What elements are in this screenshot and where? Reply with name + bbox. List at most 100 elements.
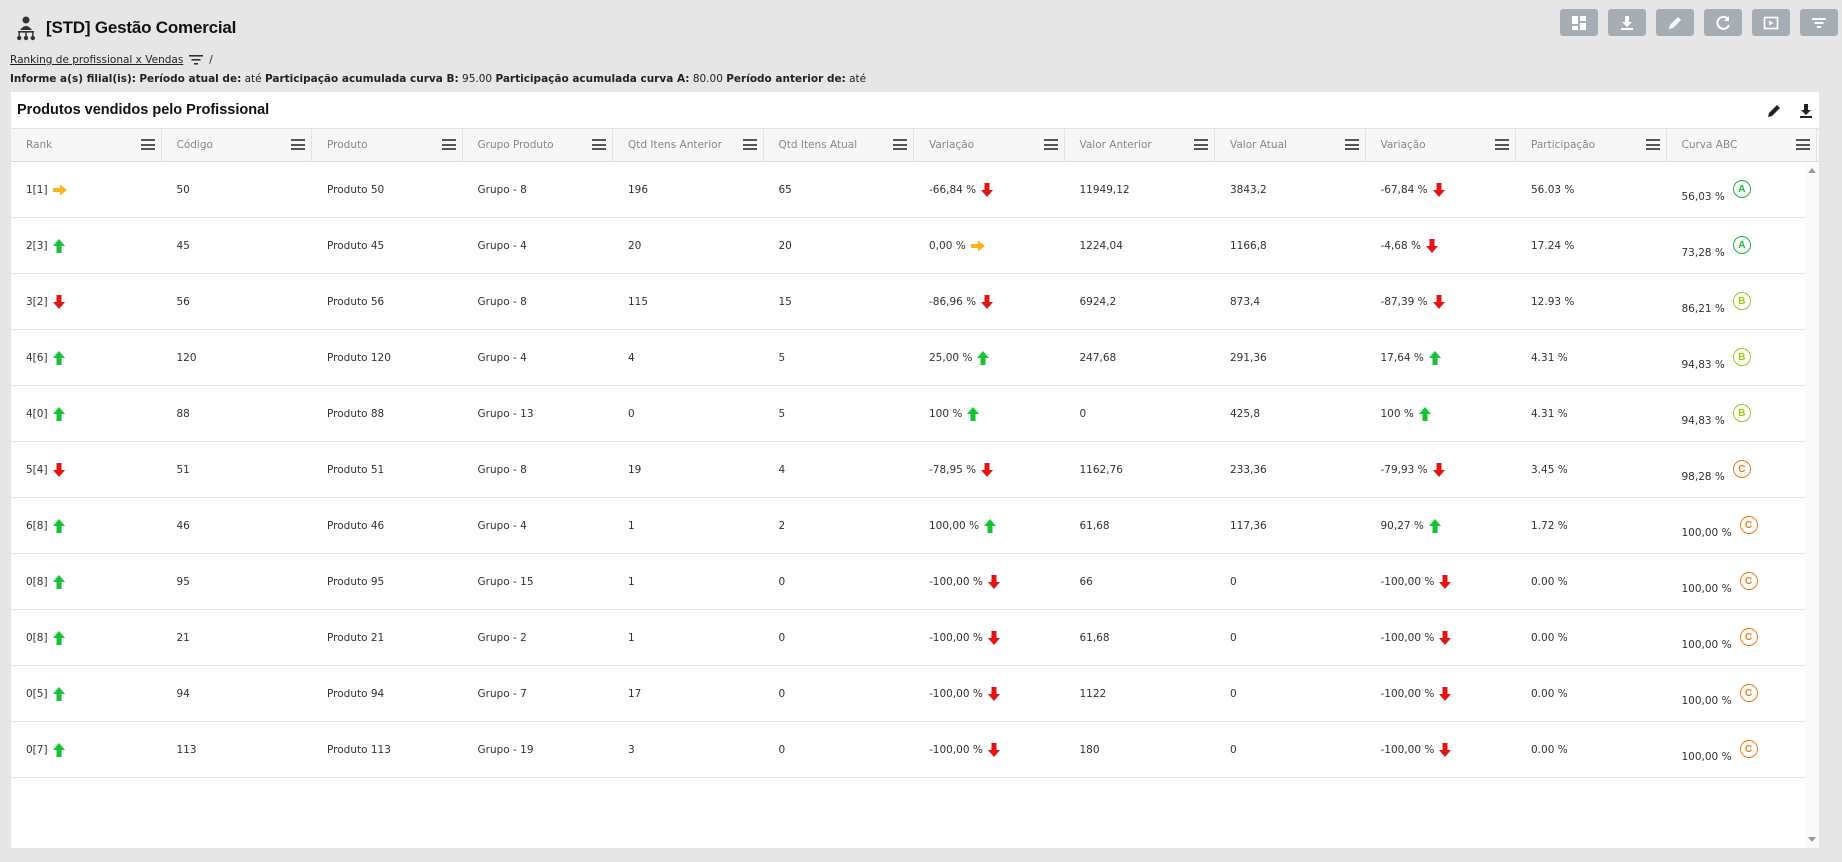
column-header[interactable]: Código [162,129,312,161]
value-current-value: 0 [1230,687,1237,700]
table-row[interactable]: 0[7] 113 Produto 113 Grupo - 19 3 0 -100,00 % 1… [11,722,1819,778]
product-cell: Produto 120 [312,330,463,385]
value-current-cell: 0 [1215,610,1366,665]
value-previous-cell: 61,68 [1065,610,1216,665]
vertical-scrollbar[interactable] [1805,162,1819,848]
qty-previous-value: 19 [628,463,642,476]
rank-cell: 0[8] [11,610,162,665]
qty-current-value: 15 [778,295,792,308]
group-value: Grupo - 7 [477,687,527,700]
column-menu-icon[interactable] [1344,139,1359,151]
table-row[interactable]: 4[6] 120 Produto 120 Grupo - 4 4 5 25,00 % 247,… [11,330,1819,386]
edit-button[interactable] [1656,9,1694,36]
table-row[interactable]: 0[8] 21 Produto 21 Grupo - 2 1 0 -100,00 % 61,6… [11,610,1819,666]
table-row[interactable]: 1[1] 50 Produto 50 Grupo - 8 196 65 -66,84 % 11… [11,162,1819,218]
column-menu-icon[interactable] [893,139,907,151]
group-value: Grupo - 4 [477,519,527,532]
scroll-down-icon[interactable] [1808,837,1816,842]
column-menu-icon[interactable] [140,139,155,151]
code-value: 120 [176,351,197,364]
abc-curve-cell: 100,00 % C [1667,666,1818,721]
qty-variation-value: -66,84 % [929,183,977,196]
column-menu-icon[interactable] [441,139,456,151]
column-header[interactable]: Valor Anterior [1065,129,1215,161]
qty-current-cell: 0 [764,722,915,777]
value-previous-value: 247,68 [1079,351,1117,364]
qty-previous-cell: 17 [613,666,764,721]
column-header[interactable]: Variação [914,129,1065,161]
dashboard-layout-button[interactable] [1560,9,1598,36]
group-value: Grupo - 2 [477,631,527,644]
filter-button[interactable] [1800,9,1838,36]
qty-current-value: 2 [778,519,786,532]
qty-previous-cell: 115 [613,274,764,329]
product-cell: Produto 95 [312,554,463,609]
arrow-down-icon [981,182,994,197]
value-previous-cell: 1162,76 [1065,442,1216,497]
abc-curve-badge: A [1732,236,1751,254]
column-header[interactable]: Curva ABC [1667,129,1817,161]
column-header[interactable]: Grupo Produto [463,129,613,161]
product-cell: Produto 113 [312,722,463,777]
abc-curve-cell: 100,00 % C [1667,554,1818,609]
pencil-icon [1669,16,1681,29]
qty-current-value: 65 [778,183,792,196]
value-variation-cell: -100,00 % [1366,722,1517,777]
arrow-right-icon [970,240,985,251]
column-header[interactable]: Qtd Itens Anterior [613,129,764,161]
column-menu-icon[interactable] [1796,139,1810,151]
filter-icon[interactable] [187,53,205,67]
column-header[interactable]: Variação [1366,129,1516,161]
qty-previous-value: 1 [628,631,635,644]
products-grid: Rank Código Produto Grupo Produto Qtd Itens … [11,128,1819,778]
column-menu-icon[interactable] [1194,139,1208,151]
column-header[interactable]: Participação [1516,129,1667,161]
column-menu-icon[interactable] [592,139,606,151]
group-value: Grupo - 8 [477,183,527,196]
column-menu-icon[interactable] [742,139,757,151]
share-cell: 12.93 % [1516,274,1667,329]
arrow-down-icon [981,462,994,477]
column-menu-icon[interactable] [1043,139,1058,151]
refresh-button[interactable] [1704,9,1742,36]
column-menu-icon[interactable] [1495,139,1509,151]
column-header[interactable]: Produto [312,129,463,161]
scroll-up-icon[interactable] [1808,168,1816,173]
group-value: Grupo - 4 [477,351,527,364]
column-header-label: Curva ABC [1681,139,1738,151]
value-current-value: 1166,8 [1230,239,1267,252]
column-header[interactable]: Valor Atual [1215,129,1366,161]
breadcrumb-link-ranking[interactable]: Ranking de profissional x Vendas [10,54,184,66]
table-row[interactable]: 4[0] 88 Produto 88 Grupo - 13 0 5 100 % 0 425,8 1… [11,386,1819,442]
abc-curve-badge: C [1732,460,1751,478]
panel-edit-button[interactable] [1763,100,1785,122]
table-row[interactable]: 3[2] 56 Produto 56 Grupo - 8 115 15 -86,96 % 69… [11,274,1819,330]
table-row[interactable]: 2[3] 45 Produto 45 Grupo - 4 20 20 0,00 % 1224,… [11,218,1819,274]
code-value: 113 [176,743,197,756]
table-row[interactable]: 0[8] 95 Produto 95 Grupo - 15 1 0 -100,00 % 66 0… [11,554,1819,610]
qty-previous-value: 3 [628,743,635,756]
table-row[interactable]: 5[4] 51 Produto 51 Grupo - 8 19 4 -78,95 % 1162… [11,442,1819,498]
qty-current-cell: 65 [764,162,915,217]
column-header-label: Variação [929,139,975,151]
table-row[interactable]: 0[5] 94 Produto 94 Grupo - 7 17 0 -100,00 % 112… [11,666,1819,722]
qty-current-cell: 5 [764,330,915,385]
qty-current-cell: 0 [764,610,915,665]
column-header[interactable]: Qtd Itens Atual [764,129,914,161]
table-row[interactable]: 6[8] 46 Produto 46 Grupo - 4 1 2 100,00 % 61,68… [11,498,1819,554]
panel-download-button[interactable] [1795,100,1817,122]
group-cell: Grupo - 4 [463,218,614,273]
share-cell: 4.31 % [1516,386,1667,441]
column-menu-icon[interactable] [1645,139,1660,151]
qty-previous-cell: 4 [613,330,764,385]
qty-previous-value: 4 [628,351,635,364]
download-button[interactable] [1608,9,1646,36]
product-cell: Produto 45 [312,218,463,273]
value-previous-value: 1224,04 [1079,239,1123,252]
column-header[interactable]: Rank [11,129,162,161]
qty-current-cell: 0 [764,666,915,721]
presentation-button[interactable] [1752,9,1790,36]
arrow-up-icon [52,518,65,533]
column-menu-icon[interactable] [291,139,305,151]
app-header: [STD] Gestão Comercial [12,12,236,44]
